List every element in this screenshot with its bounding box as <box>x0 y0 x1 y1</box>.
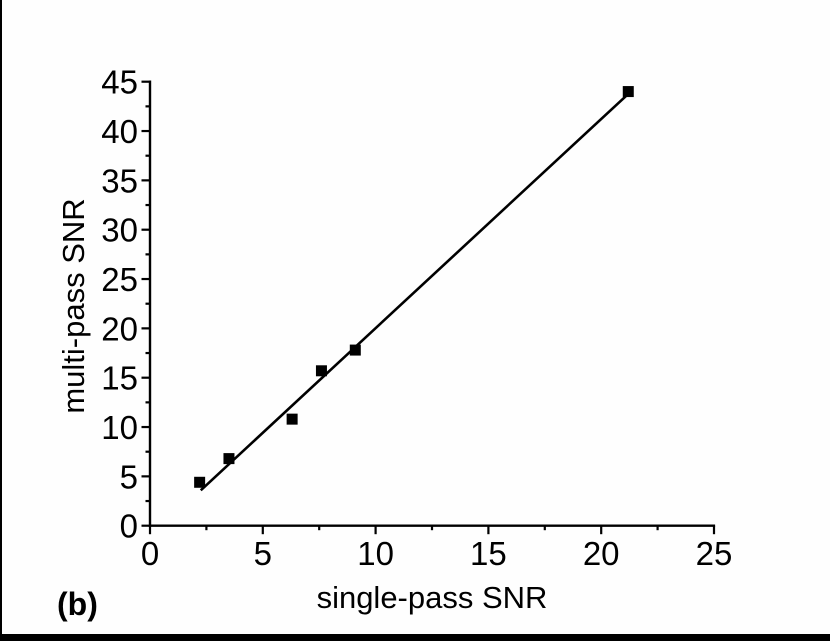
data-point-marker <box>223 453 235 465</box>
y-tick-label: 25 <box>101 261 138 298</box>
y-tick-label: 0 <box>120 508 138 545</box>
data-point-marker <box>349 344 361 356</box>
data-point-marker <box>622 86 634 98</box>
x-tick-label: 25 <box>696 535 733 572</box>
y-tick-label: 30 <box>101 212 138 249</box>
x-tick-label: 10 <box>357 535 394 572</box>
x-tick-label: 20 <box>583 535 620 572</box>
y-axis-title: multi-pass SNR <box>56 198 91 414</box>
fit-line <box>199 92 630 492</box>
y-tick-label: 10 <box>101 409 138 446</box>
data-point-marker <box>194 476 206 488</box>
data-point-marker <box>315 365 327 377</box>
y-tick-label: 45 <box>101 64 138 101</box>
data-point-marker <box>286 413 298 425</box>
y-tick-label: 40 <box>101 113 138 150</box>
x-axis-title: single-pass SNR <box>316 580 548 615</box>
y-tick-label: 20 <box>101 310 138 347</box>
x-tick-label: 15 <box>470 535 507 572</box>
figure-panel-label: (b) <box>57 586 98 622</box>
x-tick-label: 0 <box>141 535 159 572</box>
y-tick-label: 5 <box>120 458 138 495</box>
y-tick-label: 15 <box>101 360 138 397</box>
y-tick-label: 35 <box>101 162 138 199</box>
x-tick-label: 5 <box>254 535 272 572</box>
